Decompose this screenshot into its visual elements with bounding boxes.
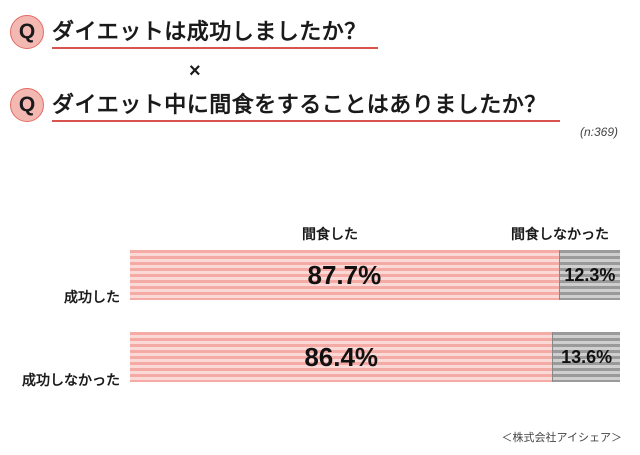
category-label: 成功した [64,290,120,306]
data-label-1-b: 12.3% [564,264,616,285]
question-2-text: ダイエット中に間食をすることはありましたか？ [52,93,547,118]
bar-row-2: 86.4% 13.6% [130,332,620,382]
q-badge-icon: Q [10,14,44,49]
category-label: 成功しなかった [22,373,120,389]
sample-size: (n:369) [579,125,618,139]
question-1-text: ダイエットは成功しましたか？ [52,20,367,45]
question-2: Q ダイエット中に間食をすることはありましたか？ [10,87,547,122]
data-label-2-a: 86.4% [304,341,379,372]
times-symbol: × [189,60,201,82]
question-1: Q ダイエットは成功しましたか？ [10,14,367,49]
legend-series-2: 間食しなかった [511,227,609,243]
data-label-1-a: 87.7% [307,259,382,290]
legend-series-1: 間食した [302,227,358,243]
q-badge-icon: Q [10,87,44,122]
bar-segment-2-a: 86.4% [130,332,554,382]
question-2-underline [52,120,560,122]
bar-segment-1-a: 87.7% [130,250,560,300]
bar-row-1: 87.7% 12.3% [130,250,620,300]
bar-segment-2-b: 13.6% [553,332,620,382]
data-label-2-b: 13.6% [561,346,613,367]
question-1-underline [52,47,378,49]
source-credit: ＜株式会社アイシェア＞ [501,431,622,444]
bar-segment-1-b: 12.3% [559,250,620,300]
